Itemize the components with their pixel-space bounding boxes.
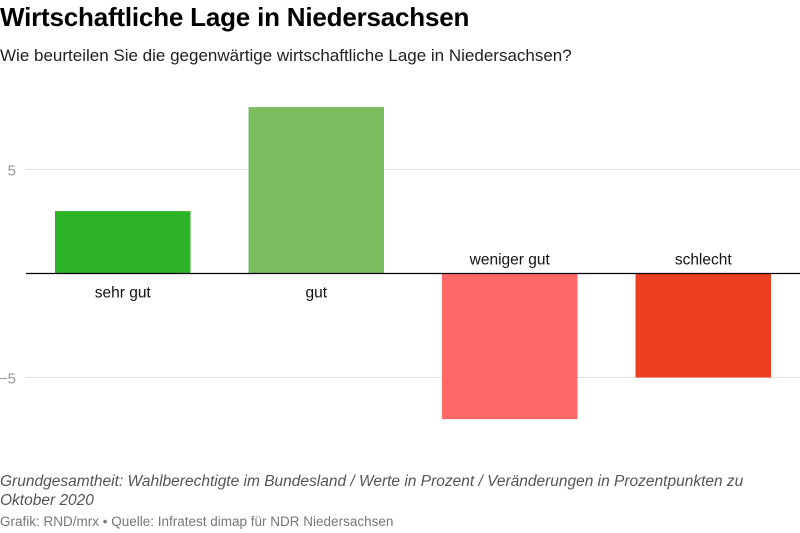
category-label: gut <box>305 285 327 302</box>
bars <box>55 107 771 420</box>
y-tick-label: 5 <box>8 163 16 180</box>
y-tick-label: −5 <box>0 371 16 388</box>
bar-chart: 5 −5 sehr gut gut weniger gut schlecht <box>0 107 800 420</box>
category-labels: sehr gut gut weniger gut schlecht <box>95 252 733 302</box>
bar <box>442 273 578 420</box>
chart-note: Grundgesamtheit: Wahlberechtigte im Bund… <box>0 473 744 509</box>
bar <box>248 107 384 274</box>
chart-title: Wirtschaftliche Lage in Niedersachsen <box>0 2 470 32</box>
category-label: schlecht <box>675 252 733 269</box>
category-label: sehr gut <box>95 285 152 302</box>
category-label: weniger gut <box>469 252 551 269</box>
bar <box>635 273 771 378</box>
chart-credit: Grafik: RND/mrx • Quelle: Infratest dima… <box>0 514 394 529</box>
chart-subtitle: Wie beurteilen Sie die gegenwärtige wirt… <box>0 46 572 65</box>
bar <box>55 211 191 274</box>
